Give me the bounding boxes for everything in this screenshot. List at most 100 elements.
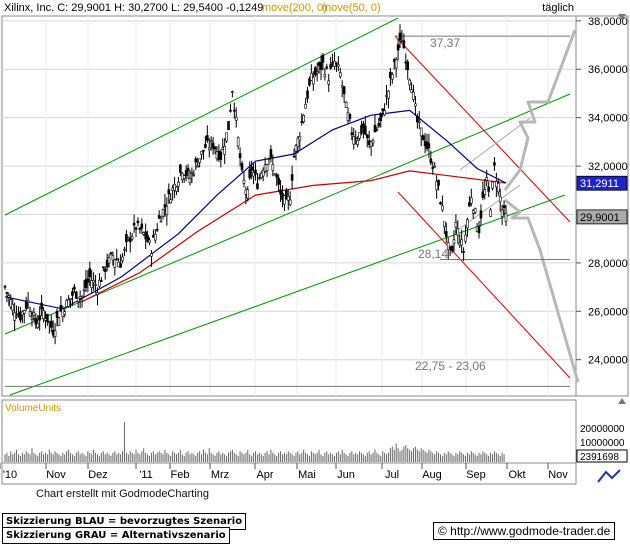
price-bar-body bbox=[82, 289, 86, 292]
price-bar-body bbox=[30, 317, 34, 320]
scroll-down-icon[interactable] bbox=[618, 14, 626, 20]
x-tick-label: Dez bbox=[88, 469, 108, 481]
chart-title: Xilinx, Inc. C: 29,9001 H: 30,2700 L: 29… bbox=[4, 2, 263, 14]
volume-tick-2: 10000000 bbox=[580, 438, 625, 449]
x-tick-label: Aug bbox=[422, 469, 442, 481]
price-bar-body bbox=[196, 165, 199, 168]
price-bar-body bbox=[138, 228, 142, 230]
price-bar-body bbox=[481, 191, 485, 198]
price-bar-body bbox=[308, 78, 311, 86]
price-bar-body bbox=[67, 299, 70, 307]
price-bar-body bbox=[429, 158, 433, 164]
price-bar-body bbox=[477, 226, 481, 234]
price-bar-body bbox=[479, 210, 483, 219]
price-bar-body bbox=[292, 155, 296, 158]
price-bar-body bbox=[111, 255, 115, 261]
price-bar-body bbox=[223, 145, 226, 155]
price-bar-body bbox=[489, 209, 492, 217]
price-bar-body bbox=[53, 330, 57, 337]
price-bar-body bbox=[225, 132, 228, 142]
price-bar-body bbox=[302, 115, 305, 122]
price-bar-body bbox=[238, 153, 242, 159]
price-bar-body bbox=[92, 280, 95, 283]
price-bar-body bbox=[296, 137, 300, 147]
price-bar-body bbox=[86, 278, 90, 283]
x-tick-label: Jun bbox=[337, 469, 355, 481]
y-tick-label: 36,0000 bbox=[588, 64, 628, 76]
price-bar-body bbox=[190, 172, 194, 174]
price-bar-body bbox=[500, 209, 504, 217]
price-bar-body bbox=[271, 164, 275, 171]
price-bar-body bbox=[325, 66, 329, 69]
price-bar-body bbox=[209, 140, 213, 143]
price-bar-body bbox=[379, 113, 383, 122]
price-bar-body bbox=[288, 199, 292, 206]
price-bar-body bbox=[470, 197, 473, 204]
price-bar-body bbox=[304, 104, 307, 109]
scroll-up-icon[interactable] bbox=[618, 398, 626, 404]
support-resistance-levels bbox=[5, 35, 570, 387]
x-tick-label: Okt bbox=[508, 469, 525, 481]
price-bar-body bbox=[473, 208, 477, 213]
price-bar-body bbox=[306, 90, 309, 99]
price-bar-body bbox=[202, 149, 205, 152]
price-bar-body bbox=[159, 220, 163, 223]
price-bar-body bbox=[73, 286, 76, 290]
price-bar-body bbox=[398, 32, 402, 40]
price-bar-body bbox=[342, 86, 346, 95]
price-bar-body bbox=[444, 231, 448, 237]
price-bar-body bbox=[192, 174, 196, 176]
price-bar-body bbox=[383, 110, 386, 116]
price-bar-body bbox=[140, 223, 144, 229]
price-bar-body bbox=[321, 54, 325, 63]
price-bar-body bbox=[157, 215, 161, 219]
ma50-legend: move(50, 0) bbox=[322, 2, 381, 14]
price-bar-body bbox=[76, 297, 80, 302]
price-bar-body bbox=[132, 222, 136, 226]
x-tick-label: Sep bbox=[466, 469, 486, 481]
price-bar-body bbox=[229, 109, 232, 112]
price-bar-body bbox=[109, 252, 113, 255]
price-bar-body bbox=[3, 285, 7, 288]
price-bar-body bbox=[377, 123, 381, 127]
x-tick-labels: '10 Nov Dez '11 Feb Mrz Apr Mai Jun Jul Aug Sep Okt N… bbox=[0, 463, 568, 481]
price-bar-body bbox=[350, 132, 354, 136]
price-bar-body bbox=[402, 40, 406, 49]
price-bar-body bbox=[454, 222, 458, 228]
price-bar-body bbox=[49, 320, 53, 328]
price-bar-body bbox=[496, 183, 500, 193]
price-bar-body bbox=[207, 147, 211, 151]
x-tick-label: '10 bbox=[3, 469, 17, 481]
x-tick-label: Apr bbox=[256, 469, 273, 481]
price-bar-body bbox=[177, 182, 180, 187]
price-bar-body bbox=[94, 284, 97, 286]
price-bar-body bbox=[242, 179, 246, 184]
price-box bbox=[576, 209, 628, 225]
price-bar-body bbox=[36, 322, 40, 328]
price-bar-body bbox=[240, 163, 244, 171]
trend-drawings bbox=[4, 17, 580, 396]
annotation-target: 22,75 - 23,06 bbox=[415, 359, 486, 373]
price-bar-body bbox=[327, 80, 331, 85]
price-bar-body bbox=[419, 127, 423, 137]
price-bar-body bbox=[493, 162, 496, 166]
x-tick-label: Feb bbox=[171, 469, 190, 481]
source-link[interactable]: © http://www.godmode-trader.de bbox=[433, 522, 616, 540]
price-bar-body bbox=[234, 116, 238, 121]
price-bar-body bbox=[290, 174, 294, 181]
y-tick-label: 28,0000 bbox=[588, 258, 628, 270]
price-bar-body bbox=[103, 268, 107, 272]
price-bar-body bbox=[387, 90, 390, 99]
price-bar-body bbox=[337, 64, 340, 67]
price-bar-body bbox=[40, 302, 43, 310]
time-axis-frame bbox=[1, 462, 577, 485]
price-bar-body bbox=[483, 189, 487, 195]
price-bar-body bbox=[148, 239, 151, 243]
price-bar-body bbox=[154, 233, 157, 241]
price-bar-body bbox=[101, 266, 105, 269]
price-bar-body bbox=[28, 311, 32, 317]
price-bar-body bbox=[502, 205, 506, 208]
price-bar-body bbox=[285, 190, 288, 200]
price-bar-body bbox=[373, 124, 377, 133]
